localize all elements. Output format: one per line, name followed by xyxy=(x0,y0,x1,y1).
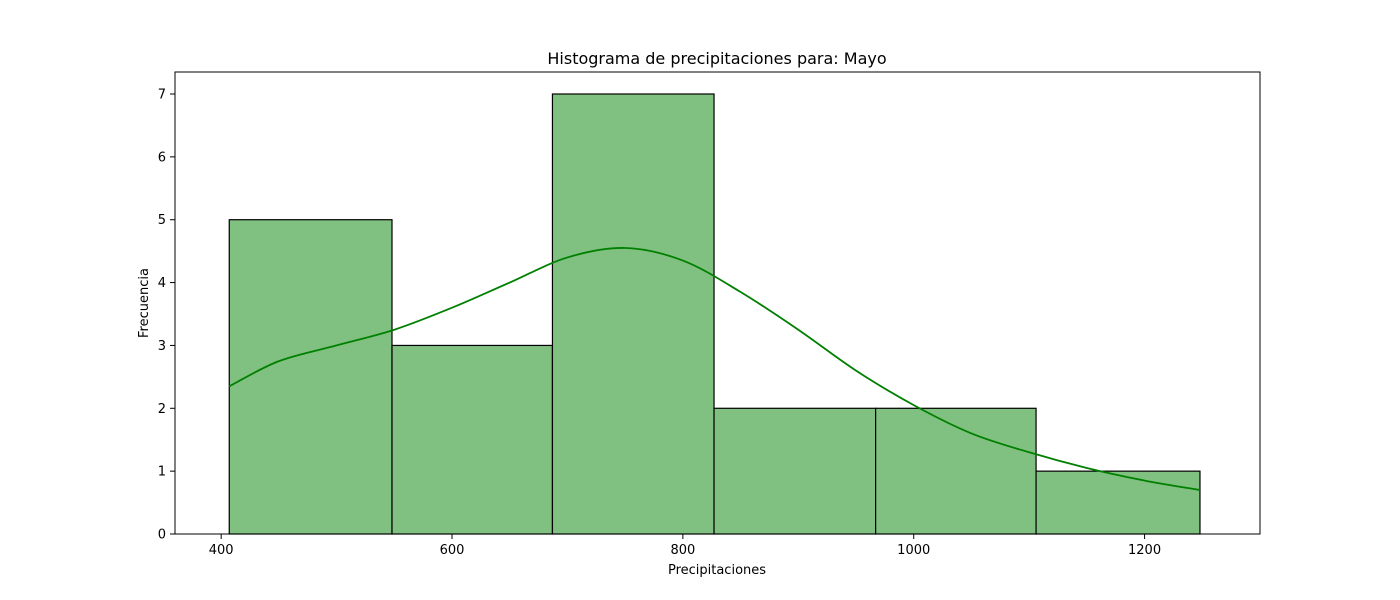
chart-title: Histograma de precipitaciones para: Mayo xyxy=(547,49,886,68)
kde-group xyxy=(228,247,1201,491)
x-tick-label: 1000 xyxy=(897,543,930,558)
histogram-bar xyxy=(1035,470,1201,535)
kde-line xyxy=(228,247,1201,491)
histogram-bar xyxy=(875,407,1037,535)
histogram-bar xyxy=(228,219,393,535)
y-tick-label: 1 xyxy=(158,465,166,480)
y-tick-label: 0 xyxy=(158,528,166,543)
x-axis-label: Precipitaciones xyxy=(668,563,766,578)
y-tick-label: 6 xyxy=(158,150,166,165)
y-axis-ticks: 0 1 2 3 4 5 6 7 xyxy=(158,88,175,543)
histogram-bar xyxy=(391,344,554,535)
bars-group xyxy=(228,93,1201,535)
plot-frame xyxy=(174,71,1261,535)
x-tick-label: 600 xyxy=(440,543,465,558)
x-tick-label: 800 xyxy=(670,543,695,558)
x-tick-label: 1200 xyxy=(1128,543,1161,558)
y-tick-label: 5 xyxy=(158,213,166,228)
y-tick-label: 3 xyxy=(158,339,166,354)
histogram-bar xyxy=(551,93,715,535)
y-tick-label: 4 xyxy=(158,276,166,291)
y-tick-label: 7 xyxy=(158,88,166,103)
x-axis-ticks: 400 600 800 1000 1200 xyxy=(209,534,1161,558)
histogram-bar xyxy=(713,407,877,535)
x-tick-label: 400 xyxy=(209,543,234,558)
y-axis-label: Frecuencia xyxy=(137,268,152,338)
y-tick-label: 2 xyxy=(158,402,166,417)
